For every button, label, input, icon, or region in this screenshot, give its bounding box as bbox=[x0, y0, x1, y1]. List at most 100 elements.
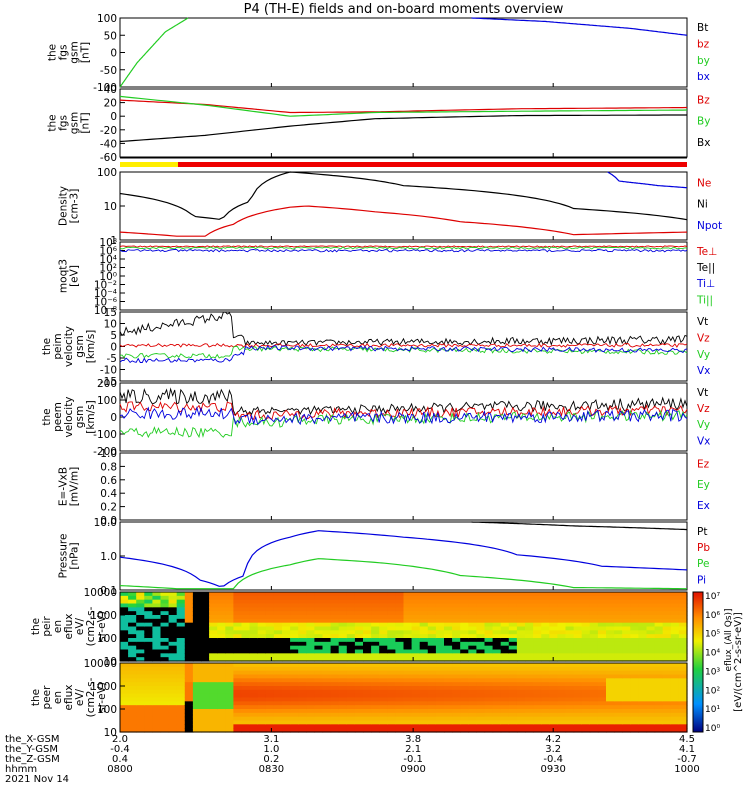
spectrogram-cell bbox=[654, 716, 664, 722]
spectrogram-cell bbox=[201, 592, 210, 597]
spectrogram-cell bbox=[128, 720, 137, 725]
spectrogram-cell bbox=[306, 674, 315, 679]
spectrogram-cell bbox=[225, 599, 234, 605]
spectrogram-cell bbox=[573, 693, 583, 699]
spectrogram-cell bbox=[346, 709, 356, 714]
spectrogram-cell bbox=[354, 641, 364, 647]
spectrogram-cell bbox=[265, 678, 275, 683]
spectrogram-cell bbox=[557, 638, 567, 643]
spectrogram-cell bbox=[646, 720, 656, 725]
spectrogram-cell bbox=[678, 728, 688, 733]
spectrogram-cell bbox=[419, 678, 429, 683]
spectrogram-cell bbox=[387, 693, 396, 699]
spectrogram-cell bbox=[411, 603, 421, 608]
spectrogram-cell bbox=[322, 705, 332, 710]
spectrogram-cell bbox=[557, 592, 567, 597]
spectrogram-cell bbox=[646, 634, 656, 639]
spectrogram-cell bbox=[403, 682, 413, 687]
spectrogram-cell bbox=[403, 701, 413, 706]
spectrogram-cell bbox=[549, 622, 558, 628]
spectrogram-cell bbox=[476, 720, 486, 725]
spectrogram-cell bbox=[363, 663, 372, 668]
spectrogram-cell bbox=[452, 674, 461, 679]
spectrogram-cell bbox=[557, 666, 567, 672]
spectrogram-cell bbox=[306, 705, 315, 710]
spectrogram-cell bbox=[460, 618, 469, 624]
spectrogram-cell bbox=[354, 645, 364, 651]
spectrogram-cell bbox=[492, 638, 502, 643]
spectrogram-cell bbox=[500, 709, 510, 714]
spectrogram-cell bbox=[444, 697, 453, 702]
spectrogram-cell bbox=[427, 649, 437, 654]
spectrogram-cell bbox=[630, 674, 639, 679]
spectrogram-cell bbox=[168, 720, 178, 725]
spectrogram-cell bbox=[557, 649, 567, 654]
spectrogram-cell bbox=[176, 638, 186, 643]
spectrogram-cell bbox=[387, 592, 396, 597]
spectrogram-cell bbox=[662, 641, 672, 647]
spectrogram-cell bbox=[670, 689, 680, 695]
spectrogram-cell bbox=[233, 615, 243, 620]
spectrogram-cell bbox=[622, 595, 631, 601]
legend-entry: Vy bbox=[697, 349, 710, 361]
spectrogram-cell bbox=[630, 595, 639, 601]
spectrogram-cell bbox=[387, 603, 396, 608]
spectrogram-cell bbox=[565, 720, 575, 725]
y-tick-label: 10⁸ bbox=[99, 237, 117, 249]
spectrogram-cell bbox=[533, 689, 542, 695]
spectrogram-cell bbox=[549, 670, 558, 676]
spectrogram-cell bbox=[273, 657, 283, 662]
spectrogram-cell bbox=[225, 728, 234, 733]
spectrogram-cell bbox=[573, 686, 583, 691]
panel-frame bbox=[119, 521, 688, 591]
legend-entry: Pb bbox=[697, 542, 710, 554]
spectrogram-cell bbox=[273, 630, 283, 635]
spectrogram-cell bbox=[444, 607, 453, 612]
spectrogram-cell bbox=[233, 709, 243, 714]
spectrogram-cell bbox=[565, 674, 575, 679]
y-axis-label: en bbox=[52, 691, 64, 704]
spectrogram-cell bbox=[168, 638, 178, 643]
spectrogram-cell bbox=[500, 712, 510, 718]
spectrogram-cell bbox=[460, 649, 469, 654]
spectrogram-cell bbox=[282, 634, 291, 639]
spectrogram-cell bbox=[314, 693, 324, 699]
spectrogram-cell bbox=[670, 634, 680, 639]
spectrogram-cell bbox=[516, 724, 526, 729]
spectrogram-cell bbox=[338, 678, 348, 683]
spectrogram-cell bbox=[257, 645, 267, 651]
spectrogram-cell bbox=[217, 666, 226, 672]
spectrogram-cell bbox=[168, 657, 178, 662]
spectrogram-cell bbox=[249, 603, 259, 608]
spectrogram-cell bbox=[330, 603, 340, 608]
spectrogram-cell bbox=[306, 686, 315, 691]
spectrogram-cell bbox=[168, 701, 178, 706]
spectrogram-cell bbox=[573, 603, 583, 608]
legend-entry: Ti⊥ bbox=[696, 278, 715, 290]
spectrogram-cell bbox=[249, 595, 259, 601]
spectrogram-cell bbox=[314, 603, 324, 608]
spectrogram-cell bbox=[282, 728, 291, 733]
spectrogram-cell bbox=[654, 724, 664, 729]
spectrogram-cell bbox=[549, 592, 558, 597]
spectrogram-cell bbox=[346, 649, 356, 654]
spectrogram-cell bbox=[589, 682, 599, 687]
spectrogram-cell bbox=[168, 653, 178, 658]
spectrogram-cell bbox=[160, 595, 170, 601]
spectrogram-cell bbox=[589, 686, 599, 691]
spectrogram-cell bbox=[120, 645, 129, 651]
spectrogram-cell bbox=[120, 686, 129, 691]
spectrogram-cell bbox=[427, 686, 437, 691]
spectrogram-cell bbox=[403, 728, 413, 733]
spectrogram-cell bbox=[379, 653, 388, 658]
spectrogram-cell bbox=[217, 678, 226, 683]
spectrogram-cell bbox=[678, 682, 688, 687]
spectrogram-cell bbox=[670, 670, 680, 676]
spectrogram-cell bbox=[233, 645, 243, 651]
spectrogram-cell bbox=[192, 615, 202, 620]
spectrogram-cell bbox=[565, 611, 575, 616]
spectrogram-cell bbox=[419, 693, 429, 699]
spectrogram-cell bbox=[201, 622, 210, 628]
spectrogram-cell bbox=[209, 603, 218, 608]
spectrogram-cell bbox=[589, 622, 599, 628]
